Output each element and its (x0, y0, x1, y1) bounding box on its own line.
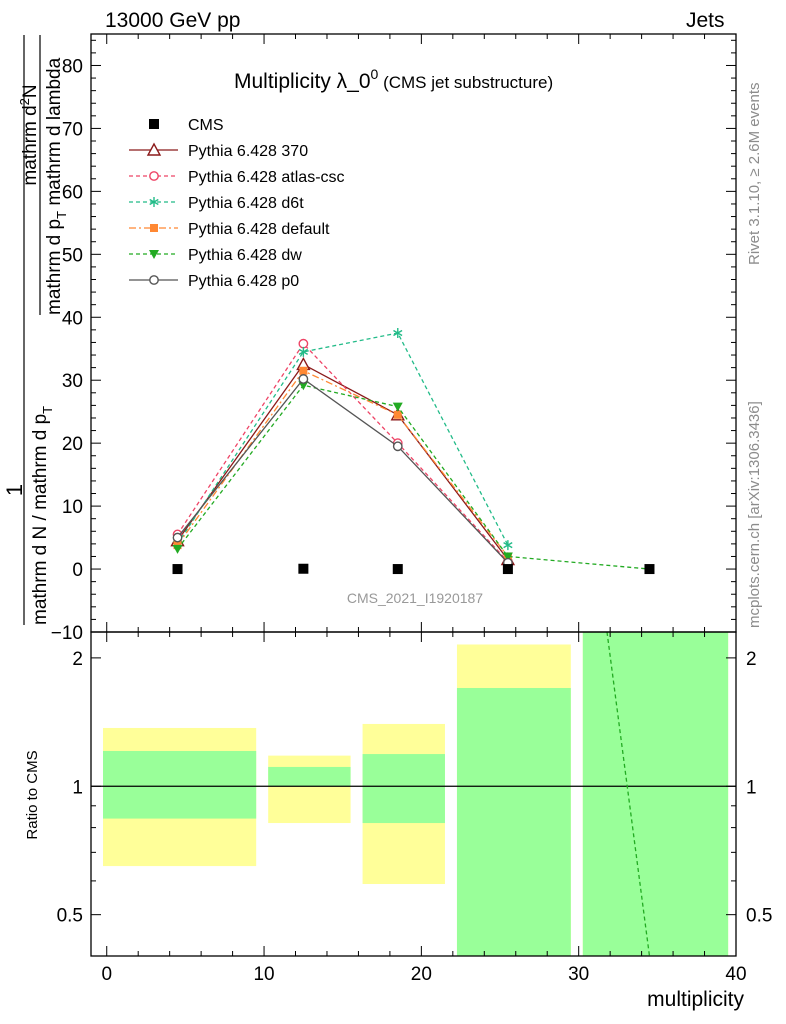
series-point-4-1 (298, 381, 309, 391)
y-axis-label-inner-denominator: mathrm d pT mathrm d lambda (44, 57, 69, 315)
series-line-5 (177, 378, 509, 564)
legend-marker-6 (149, 275, 159, 285)
x-axis-label: multiplicity (647, 988, 744, 1011)
ratio-y-tick-label-left-0: 0.5 (57, 906, 83, 927)
series-point-2-3 (503, 540, 513, 551)
header-right-label: Jets (686, 9, 725, 32)
data-point-1 (298, 563, 309, 574)
legend-label-1: Pythia 6.428 370 (188, 143, 308, 160)
legend-marker-5 (149, 250, 159, 259)
y-tick-label-5: 40 (62, 308, 83, 329)
ratio-y-tick-label-right-2: 2 (746, 649, 757, 670)
legend-label-3: Pythia 6.428 d6t (188, 195, 304, 212)
legend-marker-3 (149, 197, 159, 207)
legend-label-0: CMS (188, 117, 224, 134)
data-point-2 (392, 564, 403, 575)
y-axis-label-numerator: 1 (2, 484, 27, 496)
y-axis-label: 1 mathrm d N / mathrm d pT mathrm d2Nmathr… (2, 35, 69, 625)
legend-marker-0 (149, 119, 159, 129)
y-tick-label-0: −10 (51, 623, 83, 644)
ratio-band-inner-3 (456, 687, 571, 956)
legend-label-5: Pythia 6.428 dw (188, 247, 302, 264)
x-tick-label-40: 40 (725, 964, 746, 985)
ratio-band-inner-1 (268, 766, 351, 787)
ratio-y-axis-label: Ratio to CMS (24, 750, 41, 839)
y-axis-label-denominator: mathrm d N / mathrm d pT (30, 406, 55, 625)
y-tick-label-6: 50 (62, 245, 83, 266)
data-point-3 (502, 564, 513, 575)
series-line-4 (177, 384, 650, 570)
y-axis-label-inner-numerator: mathrm d2N (17, 84, 41, 185)
series-point-2-1 (298, 346, 309, 357)
chart-title: Multiplicity λ_00 (CMS jet substructure) (234, 66, 553, 93)
series-point-4-3 (502, 552, 513, 562)
legend-label-4: Pythia 6.428 default (188, 221, 330, 238)
series-point-2-2 (393, 328, 403, 338)
legend-label-6: Pythia 6.428 p0 (188, 273, 299, 290)
series-point-5-2 (392, 441, 403, 452)
header-left-label: 13000 GeV pp (105, 9, 241, 32)
series-point-1-1 (298, 338, 309, 349)
ratio-y-tick-label-right-0: 0.5 (746, 906, 772, 927)
legend-marker-2 (149, 171, 159, 181)
series-point-3-1 (299, 366, 308, 375)
series-point-3-2 (393, 410, 402, 419)
data-point-4 (644, 564, 655, 575)
x-tick-label-10: 10 (253, 964, 274, 985)
analysis-id-label: CMS_2021_I1920187 (347, 590, 483, 606)
y-tick-label-2: 10 (62, 497, 83, 518)
ratio-plot-frame (90, 631, 737, 957)
series-line-0 (176, 363, 509, 561)
series-line-1 (176, 342, 509, 562)
legend-marker-4 (150, 224, 158, 232)
y-tick-label-7: 60 (62, 182, 83, 203)
x-tick-label-30: 30 (568, 964, 589, 985)
legend-marker-1 (146, 142, 162, 156)
ratio-band-outer-1 (268, 755, 351, 824)
y-tick-label-8: 70 (62, 119, 83, 140)
rivet-version-label: Rivet 3.1.10, ≥ 2.6M events (746, 82, 763, 266)
ratio-series-line-0 (606, 631, 651, 957)
y-tick-label-4: 30 (62, 371, 83, 392)
x-tick-label-20: 20 (411, 964, 432, 985)
y-tick-label-9: 80 (62, 56, 83, 77)
series-point-5-1 (298, 374, 309, 384)
series-point-4-2 (392, 402, 403, 412)
mcplots-reference-label: mcplots.cern.ch [arXiv:1306.3436] (746, 401, 763, 628)
y-tick-label-1: 0 (72, 560, 83, 581)
ratio-band-inner-2 (362, 754, 445, 824)
series-point-4-0 (172, 544, 183, 554)
y-tick-label-3: 20 (62, 434, 83, 455)
series-line-2 (176, 332, 509, 546)
ratio-y-tick-label-right-1: 1 (746, 777, 757, 798)
series-point-5-0 (172, 532, 183, 543)
legend-label-2: Pythia 6.428 atlas-csc (188, 169, 345, 186)
data-point-0 (172, 564, 183, 575)
ratio-y-tick-label-left-2: 2 (72, 649, 83, 670)
x-tick-label-0: 0 (101, 964, 112, 985)
ratio-band-inner-0 (103, 750, 257, 819)
series-line-3 (176, 369, 509, 557)
ratio-y-tick-label-left-1: 1 (72, 777, 83, 798)
ratio-band-inner-4 (582, 632, 729, 956)
